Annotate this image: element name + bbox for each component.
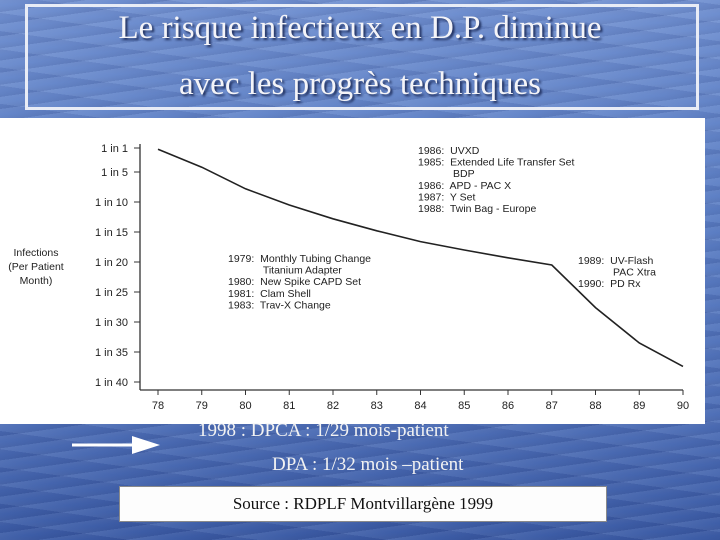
- annotation-line: 1986: APD - PAC X: [418, 180, 511, 192]
- y-tick-label: 1 in 25: [95, 287, 128, 299]
- annotation-line: PAC Xtra: [578, 267, 656, 279]
- annotation-line: 1985: Extended Life Transfer Set: [418, 157, 575, 169]
- annotation-line: 1986: UVXD: [418, 145, 480, 157]
- x-tick-label: 80: [239, 400, 251, 412]
- chart-panel: 1 in 1 1 in 5 1 in 10 1 in 15 1 in 20 1 in 25…: [0, 118, 705, 424]
- y-tick-label: 1 in 30: [95, 317, 128, 329]
- annotation-line: BDP: [418, 168, 475, 180]
- annotation-line: Titanium Adapter: [228, 265, 342, 277]
- slide-title-line-2: avec les progrès techniques: [179, 66, 541, 102]
- y-axis-label: Month): [20, 275, 53, 287]
- x-tick-label: 90: [677, 400, 689, 412]
- y-axis-label: (Per Patient: [8, 261, 64, 273]
- x-tick-label: 87: [546, 400, 558, 412]
- y-tick-label: 1 in 40: [95, 377, 128, 389]
- annotation-line: 1990: PD Rx: [578, 278, 641, 290]
- title-frame: [25, 4, 699, 110]
- y-tick-label: 1 in 20: [95, 257, 128, 269]
- x-tick-label: 89: [633, 400, 645, 412]
- y-tick-label: 1 in 15: [95, 227, 128, 239]
- source-caption: Source : RDPLF Montvillargène 1999: [119, 486, 607, 522]
- note-dpca: 1998 : DPCA : 1/29 mois-patient: [198, 420, 449, 441]
- annotation-line: 1981: Clam Shell: [228, 288, 311, 300]
- x-tick-label: 88: [589, 400, 601, 412]
- annotation-line: 1980: New Spike CAPD Set: [228, 276, 361, 288]
- y-tick-label: 1 in 5: [101, 167, 128, 179]
- x-tick-label: 86: [502, 400, 514, 412]
- y-tick-label: 1 in 1: [101, 143, 128, 155]
- x-tick-label: 78: [152, 400, 164, 412]
- x-tick-label: 81: [283, 400, 295, 412]
- y-axis-label: Infections: [14, 247, 59, 259]
- annotation-line: 1983: Trav-X Change: [228, 299, 331, 311]
- y-tick-label: 1 in 10: [95, 197, 128, 209]
- x-tick-label: 84: [414, 400, 426, 412]
- x-tick-label: 82: [327, 400, 339, 412]
- x-tick-label: 79: [196, 400, 208, 412]
- x-tick-label: 83: [371, 400, 383, 412]
- annotation-line: 1979: Monthly Tubing Change: [228, 253, 371, 265]
- x-tick-label: 85: [458, 400, 470, 412]
- annotation-line: 1988: Twin Bag - Europe: [418, 203, 536, 215]
- note-dpa: DPA : 1/32 mois –patient: [272, 454, 464, 475]
- annotation-line: 1987: Y Set: [418, 191, 475, 203]
- arrow-right-icon: [72, 436, 160, 454]
- slide-title-line-1: Le risque infectieux en D.P. diminue: [118, 10, 602, 46]
- infection-rate-chart: 1 in 1 1 in 5 1 in 10 1 in 15 1 in 20 1 in 25…: [8, 143, 689, 412]
- annotation-line: 1989: UV-Flash: [578, 255, 653, 267]
- y-tick-label: 1 in 35: [95, 347, 128, 359]
